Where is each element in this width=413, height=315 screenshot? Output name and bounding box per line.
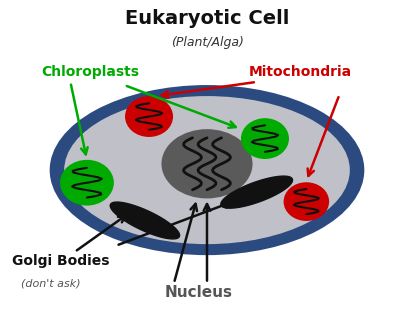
Ellipse shape (161, 129, 252, 198)
Ellipse shape (50, 85, 363, 255)
FancyArrowPatch shape (76, 216, 125, 250)
Ellipse shape (64, 96, 349, 244)
FancyArrowPatch shape (126, 86, 235, 128)
Polygon shape (110, 202, 179, 239)
Text: Nucleus: Nucleus (164, 285, 232, 301)
Text: Golgi Bodies: Golgi Bodies (12, 255, 110, 268)
Ellipse shape (125, 96, 173, 137)
Text: Chloroplasts: Chloroplasts (41, 66, 139, 79)
Ellipse shape (283, 182, 328, 221)
Text: Mitochondria: Mitochondria (248, 66, 351, 79)
Ellipse shape (240, 118, 288, 159)
Ellipse shape (60, 160, 114, 206)
Text: Eukaryotic Cell: Eukaryotic Cell (124, 9, 289, 28)
Text: (Plant/Alga): (Plant/Alga) (170, 36, 243, 49)
FancyArrowPatch shape (307, 97, 338, 176)
FancyArrowPatch shape (203, 204, 210, 281)
FancyArrowPatch shape (71, 85, 88, 154)
FancyArrowPatch shape (161, 82, 253, 98)
Text: (don't ask): (don't ask) (21, 278, 80, 289)
FancyArrowPatch shape (118, 201, 231, 245)
FancyArrowPatch shape (174, 204, 197, 281)
Polygon shape (220, 176, 292, 208)
